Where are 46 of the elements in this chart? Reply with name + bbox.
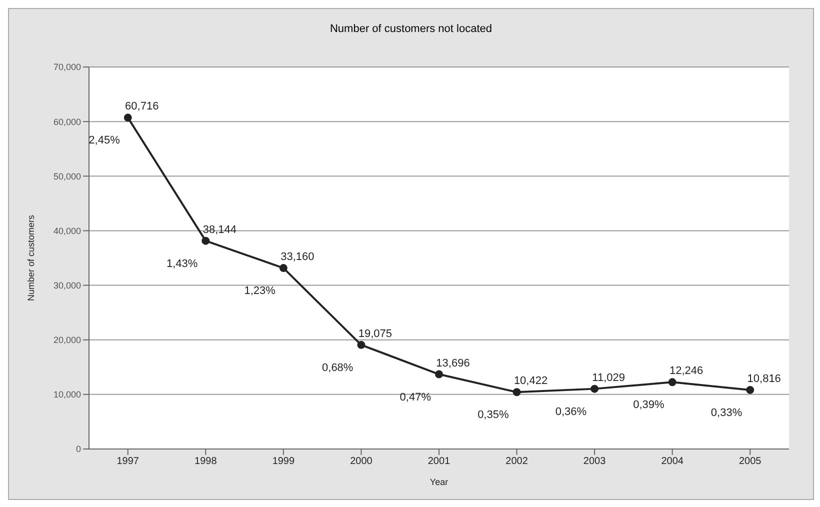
annotation: 0,36% bbox=[555, 406, 587, 418]
data-label: 10,816 bbox=[747, 372, 781, 385]
data-label: 12,246 bbox=[670, 365, 704, 378]
y-tick-label: 60,000 bbox=[53, 116, 81, 127]
annotation: 1,43% bbox=[166, 258, 198, 270]
x-tick-label: 1999 bbox=[272, 456, 296, 468]
x-tick-label: 2001 bbox=[428, 456, 451, 468]
data-label: 11,029 bbox=[592, 372, 625, 384]
y-tick-label: 20,000 bbox=[53, 335, 81, 346]
point bbox=[279, 264, 288, 272]
point bbox=[124, 114, 132, 122]
data-label: 10,422 bbox=[514, 375, 548, 388]
y-axis-title: Number of customers bbox=[26, 214, 36, 302]
point bbox=[357, 340, 366, 349]
x-tick-label: 2004 bbox=[661, 456, 684, 468]
y-tick-label: 40,000 bbox=[53, 226, 81, 236]
data-label: 38,144 bbox=[202, 224, 236, 236]
chart-title: Number of customers not located bbox=[328, 22, 494, 37]
x-tick-label: 1997 bbox=[116, 456, 140, 468]
y-tick-label: 10,000 bbox=[53, 390, 81, 400]
y-tick-label: 70,000 bbox=[53, 62, 81, 72]
point bbox=[590, 384, 599, 393]
y-tick-label: 0 bbox=[76, 444, 81, 454]
annotation: 0,68% bbox=[322, 362, 354, 374]
point bbox=[746, 386, 754, 394]
annotation: 0,39% bbox=[633, 399, 665, 412]
x-tick-label: 2002 bbox=[506, 456, 528, 468]
x-tick-label: 2000 bbox=[350, 456, 373, 468]
x-axis-title: Year bbox=[430, 477, 448, 487]
x-tick-label: 2003 bbox=[583, 456, 606, 468]
annotation: 0,35% bbox=[478, 409, 509, 422]
annotation: 0,33% bbox=[710, 406, 742, 419]
x-tick-label: 2005 bbox=[738, 456, 762, 468]
data-label: 19,075 bbox=[358, 328, 392, 340]
y-tick-label: 50,000 bbox=[53, 171, 81, 182]
point bbox=[668, 378, 676, 386]
y-tick-label: 30,000 bbox=[53, 280, 81, 290]
point bbox=[435, 370, 443, 378]
data-label: 33,160 bbox=[280, 251, 314, 264]
annotation: 1,23% bbox=[244, 285, 276, 298]
point bbox=[512, 388, 521, 396]
point bbox=[202, 236, 210, 245]
x-tick-label: 1998 bbox=[194, 456, 218, 468]
data-label: 13,696 bbox=[436, 357, 470, 370]
annotation: 0,47% bbox=[400, 391, 432, 404]
data-label: 60,716 bbox=[125, 100, 159, 113]
